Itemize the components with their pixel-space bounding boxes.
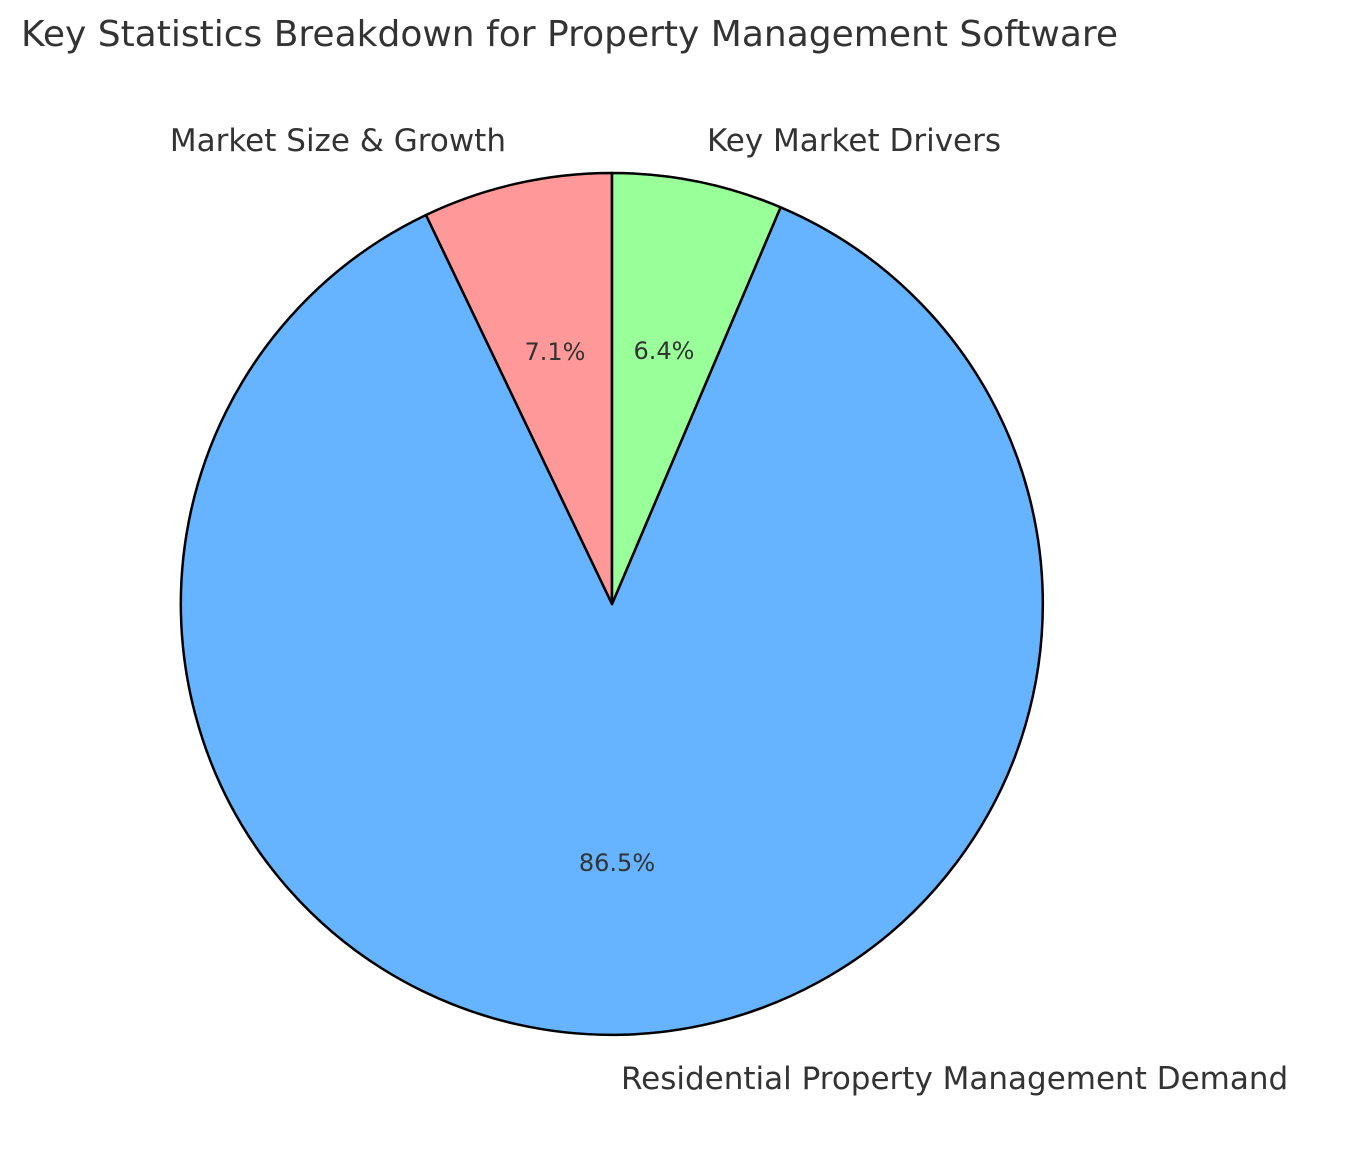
slice-key-drivers (610, 171, 782, 606)
label-market-size: Market Size & Growth (170, 123, 506, 159)
pct-key-drivers: 6.4% (634, 337, 695, 365)
pct-market-size: 7.1% (525, 338, 586, 366)
chart-title: Key Statistics Breakdown for Property Ma… (21, 14, 1119, 55)
pct-residential: 86.5% (579, 849, 655, 877)
slice-market-size (424, 171, 614, 606)
label-key-drivers: Key Market Drivers (707, 123, 1001, 159)
label-residential: Residential Property Management Demand (621, 1061, 1288, 1097)
slice-residential (179, 206, 1045, 1037)
